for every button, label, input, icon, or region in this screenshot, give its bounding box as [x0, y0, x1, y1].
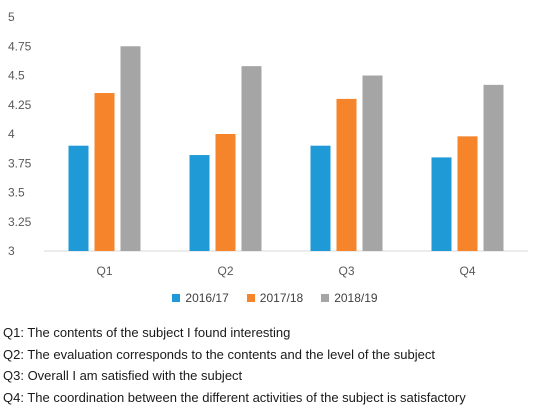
bar-chart: 3 3.25 3.5 3.75 4 4.25 4.5 4.75 5 Q1 Q2 Q3 Q4 [8, 10, 528, 278]
y-tick-label: 3.5 [8, 186, 25, 200]
y-tick-label: 5 [8, 10, 15, 24]
chart-canvas: 3 3.25 3.5 3.75 4 4.25 4.5 4.75 5 Q1 Q2 Q3 Q4 [8, 10, 528, 278]
x-tick-label-q2: Q2 [217, 264, 233, 278]
bar-q2-2016-17 [189, 155, 210, 251]
y-tick-label: 4.25 [8, 98, 32, 112]
bar-q4-2016-17 [431, 157, 452, 251]
bar-q2-2017-18 [215, 134, 236, 251]
legend-item-2017-18: 2017/18 [246, 291, 304, 305]
legend-swatch-2017-18 [246, 294, 255, 302]
note-q3: Q3: Overall I am satisfied with the subj… [3, 368, 243, 383]
legend-label-2018-19: 2018/19 [334, 291, 378, 305]
bar-q3-2017-18 [336, 98, 357, 252]
x-tick-label-q1: Q1 [96, 264, 112, 278]
y-tick-label: 3.25 [8, 215, 32, 229]
bar-q1-2018-19 [120, 46, 141, 251]
question-notes: Q1: The contents of the subject I found … [3, 322, 548, 408]
chart-legend: 2016/17 2017/18 2018/19 [0, 288, 550, 308]
bar-q1-2017-18 [94, 93, 115, 251]
y-tick-label: 3 [8, 244, 15, 258]
x-tick-label-q3: Q3 [338, 264, 354, 278]
bar-q1-2016-17 [68, 145, 89, 251]
y-tick-label: 4.5 [8, 69, 25, 83]
y-tick-label: 3.75 [8, 156, 32, 170]
bar-q4-2018-19 [483, 84, 504, 251]
bar-q4-2017-18 [457, 136, 478, 251]
legend-swatch-2016-17 [172, 294, 181, 302]
note-q2: Q2: The evaluation corresponds to the co… [3, 346, 435, 362]
legend-label-2016-17: 2016/17 [185, 291, 229, 305]
bar-q3-2018-19 [362, 75, 383, 251]
x-tick-label-q4: Q4 [459, 264, 475, 278]
legend-label-2017-18: 2017/18 [259, 291, 304, 305]
bar-q3-2016-17 [310, 145, 331, 251]
legend-item-2016-17: 2016/17 [172, 291, 229, 305]
y-tick-label: 4 [8, 127, 15, 141]
bar-q2-2018-19 [241, 66, 262, 251]
note-q1: Q1: The contents of the subject I found … [3, 325, 291, 340]
note-q4: Q4: The coordination between the differe… [3, 389, 466, 405]
y-tick-label: 4.75 [8, 39, 32, 53]
legend-swatch-2018-19 [321, 294, 330, 302]
legend-item-2018-19: 2018/19 [321, 291, 378, 305]
